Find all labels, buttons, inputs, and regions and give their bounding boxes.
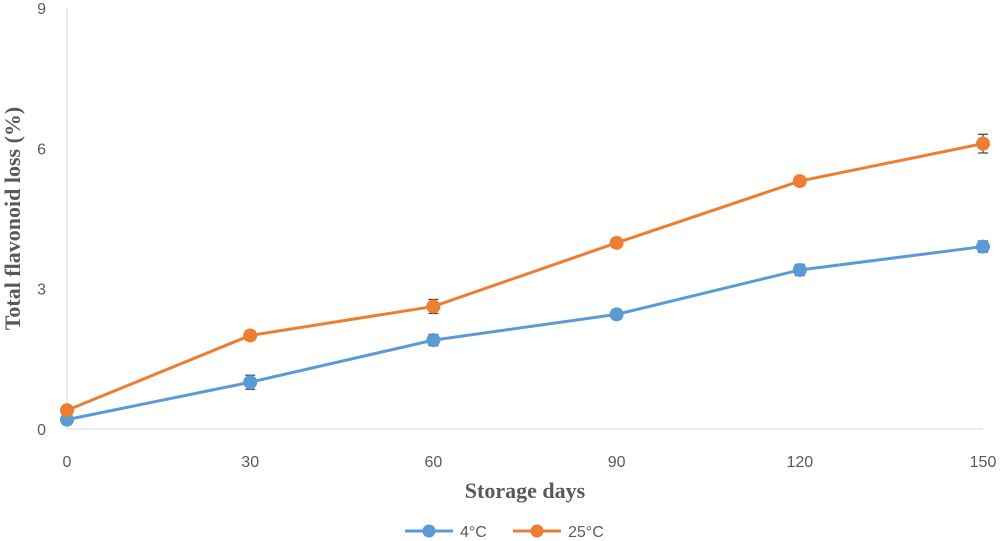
series-layer <box>60 133 990 427</box>
data-point <box>976 136 990 151</box>
data-point <box>609 235 624 250</box>
y-tick-label: 0 <box>37 422 46 439</box>
x-axis-title: Storage days <box>465 478 586 503</box>
legend-marker <box>530 524 544 538</box>
axes <box>66 8 983 430</box>
y-tick-label: 3 <box>37 282 46 299</box>
x-tick-labels: 0 30 60 90 120 150 <box>63 454 997 471</box>
data-point <box>792 262 807 277</box>
data-point <box>792 174 807 189</box>
x-tick-label: 150 <box>970 454 997 471</box>
x-tick-label: 90 <box>608 454 626 471</box>
data-point <box>243 328 258 343</box>
data-point <box>60 403 74 418</box>
legend: 4°C 25°C <box>405 524 604 541</box>
series-0 <box>60 239 990 427</box>
series-1 <box>60 133 990 418</box>
series-line <box>66 245 984 422</box>
legend-marker <box>422 524 436 538</box>
legend-label: 25°C <box>568 524 604 541</box>
y-tick-label: 9 <box>37 1 46 18</box>
x-tick-label: 30 <box>241 454 259 471</box>
x-tick-label: 0 <box>63 454 72 471</box>
legend-item: 4°C <box>405 524 487 541</box>
y-axis-title: Total flavonoid loss (%) <box>0 107 25 331</box>
legend-item: 25°C <box>513 524 604 541</box>
data-point <box>426 333 441 348</box>
data-point <box>426 299 441 314</box>
data-point <box>976 239 990 254</box>
data-point <box>609 307 624 322</box>
x-tick-label: 120 <box>786 454 813 471</box>
x-tick-label: 60 <box>425 454 443 471</box>
data-point <box>243 375 258 390</box>
legend-label: 4°C <box>460 524 487 541</box>
y-tick-labels: 0 3 6 9 <box>37 1 46 439</box>
y-tick-label: 6 <box>37 141 46 158</box>
series-line <box>66 142 984 412</box>
